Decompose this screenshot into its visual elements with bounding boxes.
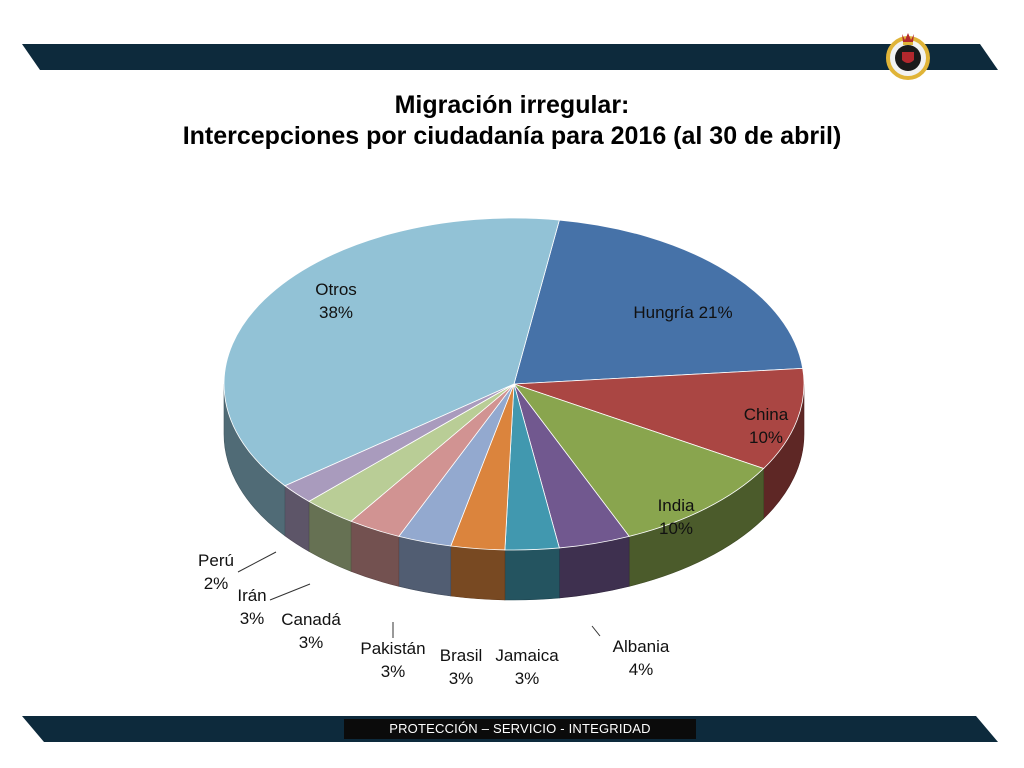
chart-title: Migración irregular: Intercepciones por … [0, 90, 1024, 152]
data-label-albania: Albania 4% [613, 637, 670, 679]
pie-slice-hungría [513, 219, 804, 385]
data-label-line: 3% [449, 669, 474, 688]
leader-line-irán [269, 583, 311, 601]
data-label-line: Pakistán [360, 639, 425, 658]
data-label-line: 4% [629, 660, 654, 679]
data-label-irán: Irán 3% [237, 586, 266, 628]
pie-side-jamaica [504, 547, 560, 601]
pie-slices [223, 217, 805, 551]
data-label-line: Jamaica [495, 646, 559, 665]
data-label-line: China [744, 405, 789, 424]
data-label-china: China 10% [744, 405, 789, 447]
data-label-perú: Perú 2% [198, 551, 234, 593]
agency-crest-icon [886, 33, 930, 80]
data-label-line: Albania [613, 637, 670, 656]
data-label-line: Brasil [440, 646, 483, 665]
data-label-line: 3% [381, 662, 406, 681]
header-band [22, 44, 998, 70]
pie-slice-china [513, 367, 805, 469]
pie-data-labels: Hungría 21% China 10% India 10% Albania 4% Jama… [198, 280, 789, 688]
data-label-line: 38% [319, 303, 353, 322]
data-label-brasil: Brasil 3% [440, 646, 483, 688]
chart-title-line-1: Migración irregular: [394, 91, 630, 119]
data-label-line: India [658, 496, 695, 515]
data-label-line: 10% [659, 519, 693, 538]
data-label-line: Canadá [281, 610, 341, 629]
data-label-line: 3% [515, 669, 540, 688]
pie-side-brasil [450, 545, 506, 601]
data-label-line: 10% [749, 428, 783, 447]
data-label-line: Perú [198, 551, 234, 570]
chart-title-line-2: Intercepciones por ciudadanía para 2016 … [182, 122, 842, 150]
data-label-line: 2% [204, 574, 229, 593]
data-label-line: 3% [299, 633, 324, 652]
data-label-line: Otros [315, 280, 357, 299]
data-label-jamaica: Jamaica 3% [495, 646, 559, 688]
data-label-otros: Otros 38% [315, 280, 357, 322]
footer-motto: PROTECCIÓN – SERVICIO - INTEGRIDAD [344, 719, 696, 739]
data-label-line: Irán [237, 586, 266, 605]
leader-line-perú [237, 551, 277, 573]
pie-slice-otros [223, 217, 560, 487]
pie-slice-india [512, 383, 765, 537]
data-label-hungría: Hungría 21% [633, 303, 732, 322]
data-label-line: 3% [240, 609, 265, 628]
data-label-india: India 10% [658, 496, 695, 538]
data-label-canadá: Canadá 3% [281, 610, 341, 652]
leader-line-albania [591, 625, 601, 637]
data-label-pakistán: Pakistán 3% [360, 639, 425, 681]
data-label-line: Hungría 21% [633, 303, 732, 322]
